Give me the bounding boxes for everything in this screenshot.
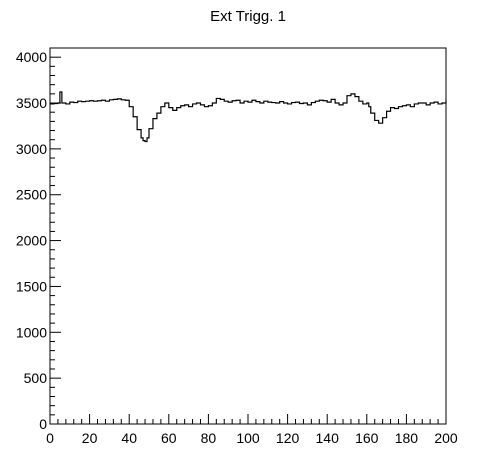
x-tick-label: 0 bbox=[46, 430, 54, 446]
x-tick-label: 60 bbox=[161, 430, 177, 446]
plot-frame bbox=[49, 47, 447, 425]
x-tick-label: 100 bbox=[236, 430, 260, 446]
y-tick-label: 2000 bbox=[16, 233, 47, 249]
series-line bbox=[50, 91, 447, 143]
y-tick-label: 2500 bbox=[16, 187, 47, 203]
x-tick-label: 200 bbox=[434, 430, 458, 446]
y-tick-label: 0 bbox=[39, 416, 47, 432]
y-tick-label: 1500 bbox=[16, 278, 47, 294]
x-tick-label: 40 bbox=[121, 430, 137, 446]
x-tick-label: 120 bbox=[276, 430, 300, 446]
series-layer bbox=[50, 91, 447, 143]
y-tick-label: 500 bbox=[24, 370, 48, 386]
y-tick-label: 3500 bbox=[16, 95, 47, 111]
x-tick-label: 180 bbox=[395, 430, 419, 446]
axes: 0 20 40 60 80 100 120 140 160 180 2000500100015002… bbox=[16, 47, 458, 446]
x-tick-label: 20 bbox=[82, 430, 98, 446]
y-tick-label: 1000 bbox=[16, 324, 47, 340]
x-tick-label: 160 bbox=[355, 430, 379, 446]
chart-title: Ext Trigg. 1 bbox=[210, 8, 286, 25]
x-tick-label: 80 bbox=[201, 430, 217, 446]
y-tick-label: 4000 bbox=[16, 49, 47, 65]
x-tick-label: 140 bbox=[316, 430, 340, 446]
y-tick-label: 3000 bbox=[16, 141, 47, 157]
